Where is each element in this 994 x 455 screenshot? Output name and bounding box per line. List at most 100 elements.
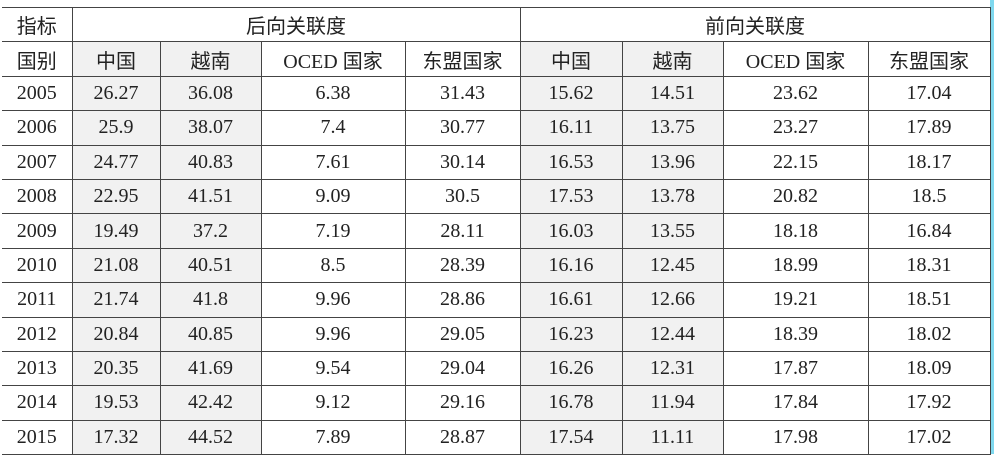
value-cell: 19.21 — [722, 282, 869, 318]
table-row: 2006 25.9 38.07 7.4 30.77 16.11 13.75 23.27 17.8… — [2, 110, 991, 146]
table-row: 2005 26.27 36.08 6.38 31.43 15.62 14.51 23.62 17… — [2, 75, 991, 112]
value-cell: 9.09 — [260, 178, 406, 215]
value-cell: 12.66 — [621, 282, 724, 318]
col-header: 越南 — [159, 41, 262, 77]
value-cell: 17.89 — [867, 110, 991, 146]
value-cell: 16.11 — [519, 110, 623, 146]
table-row: 2007 24.77 40.83 7.61 30.14 16.53 13.96 22.15 18… — [2, 144, 991, 180]
value-cell: 12.45 — [621, 247, 724, 284]
value-cell: 41.51 — [159, 178, 262, 215]
value-cell: 9.96 — [260, 282, 406, 318]
value-cell: 8.5 — [260, 247, 406, 284]
year-cell: 2014 — [2, 385, 73, 421]
value-cell: 17.02 — [867, 419, 991, 455]
value-cell: 30.77 — [404, 110, 521, 146]
table-row: 2008 22.95 41.51 9.09 30.5 17.53 13.78 20.82 18.… — [2, 178, 991, 215]
value-cell: 19.53 — [71, 385, 161, 421]
table-row: 2009 19.49 37.2 7.19 28.11 16.03 13.55 18.18 16.… — [2, 213, 991, 249]
value-cell: 36.08 — [159, 75, 262, 112]
value-cell: 16.84 — [867, 213, 991, 249]
table-row: 2014 19.53 42.42 9.12 29.16 16.78 11.94 17.84 17… — [2, 385, 991, 421]
year-cell: 2010 — [2, 247, 73, 284]
value-cell: 12.44 — [621, 316, 724, 352]
value-cell: 12.31 — [621, 350, 724, 387]
value-cell: 28.87 — [404, 419, 521, 455]
table-row: 2015 17.32 44.52 7.89 28.87 17.54 11.11 17.98 17… — [2, 419, 991, 455]
header-group-row: 指标 后向关联度 前向关联度 — [2, 6, 991, 43]
value-cell: 18.5 — [867, 178, 991, 215]
value-cell: 17.84 — [722, 385, 869, 421]
value-cell: 18.18 — [722, 213, 869, 249]
value-cell: 30.5 — [404, 178, 521, 215]
value-cell: 42.42 — [159, 385, 262, 421]
col-header: OCED 国家 — [722, 41, 869, 77]
value-cell: 22.15 — [722, 144, 869, 180]
value-cell: 24.77 — [71, 144, 161, 180]
year-cell: 2006 — [2, 110, 73, 146]
value-cell: 41.69 — [159, 350, 262, 387]
value-cell: 20.35 — [71, 350, 161, 387]
col-header: 东盟国家 — [867, 41, 991, 77]
value-cell: 37.2 — [159, 213, 262, 249]
value-cell: 16.26 — [519, 350, 623, 387]
value-cell: 13.78 — [621, 178, 724, 215]
year-cell: 2012 — [2, 316, 73, 352]
year-cell: 2008 — [2, 178, 73, 215]
value-cell: 18.17 — [867, 144, 991, 180]
indicator-label: 指标 — [2, 6, 73, 43]
year-cell: 2013 — [2, 350, 73, 387]
value-cell: 30.14 — [404, 144, 521, 180]
value-cell: 41.8 — [159, 282, 262, 318]
value-cell: 18.51 — [867, 282, 991, 318]
group-forward-linkage: 前向关联度 — [519, 6, 991, 43]
value-cell: 29.16 — [404, 385, 521, 421]
value-cell: 16.23 — [519, 316, 623, 352]
value-cell: 17.54 — [519, 419, 623, 455]
value-cell: 20.84 — [71, 316, 161, 352]
value-cell: 13.55 — [621, 213, 724, 249]
value-cell: 13.96 — [621, 144, 724, 180]
value-cell: 40.83 — [159, 144, 262, 180]
value-cell: 17.87 — [722, 350, 869, 387]
value-cell: 40.51 — [159, 247, 262, 284]
value-cell: 13.75 — [621, 110, 724, 146]
value-cell: 14.51 — [621, 75, 724, 112]
value-cell: 28.11 — [404, 213, 521, 249]
country-label: 国别 — [2, 41, 73, 77]
value-cell: 21.74 — [71, 282, 161, 318]
value-cell: 17.92 — [867, 385, 991, 421]
value-cell: 38.07 — [159, 110, 262, 146]
year-cell: 2015 — [2, 419, 73, 455]
header-columns-row: 国别 中国 越南 OCED 国家 东盟国家 中国 越南 OCED 国家 东盟国家 — [2, 41, 991, 77]
value-cell: 18.02 — [867, 316, 991, 352]
value-cell: 18.09 — [867, 350, 991, 387]
table-row: 2010 21.08 40.51 8.5 28.39 16.16 12.45 18.99 18.… — [2, 247, 991, 284]
value-cell: 31.43 — [404, 75, 521, 112]
value-cell: 17.04 — [867, 75, 991, 112]
value-cell: 7.4 — [260, 110, 406, 146]
value-cell: 9.54 — [260, 350, 406, 387]
value-cell: 18.99 — [722, 247, 869, 284]
value-cell: 17.53 — [519, 178, 623, 215]
window-edge — [990, 0, 994, 454]
value-cell: 40.85 — [159, 316, 262, 352]
table-row: 2011 21.74 41.8 9.96 28.86 16.61 12.66 19.21 18.… — [2, 282, 991, 318]
value-cell: 16.03 — [519, 213, 623, 249]
value-cell: 16.53 — [519, 144, 623, 180]
value-cell: 44.52 — [159, 419, 262, 455]
year-cell: 2009 — [2, 213, 73, 249]
col-header: 中国 — [519, 41, 623, 77]
col-header: 越南 — [621, 41, 724, 77]
value-cell: 9.12 — [260, 385, 406, 421]
col-header: 中国 — [71, 41, 161, 77]
value-cell: 15.62 — [519, 75, 623, 112]
table-row: 2013 20.35 41.69 9.54 29.04 16.26 12.31 17.87 18… — [2, 350, 991, 387]
value-cell: 17.98 — [722, 419, 869, 455]
linkage-table: 指标 后向关联度 前向关联度 国别 中国 越南 OCED 国家 东盟国家 中国 … — [2, 6, 991, 455]
value-cell: 28.86 — [404, 282, 521, 318]
value-cell: 26.27 — [71, 75, 161, 112]
value-cell: 16.61 — [519, 282, 623, 318]
value-cell: 29.05 — [404, 316, 521, 352]
year-cell: 2007 — [2, 144, 73, 180]
value-cell: 9.96 — [260, 316, 406, 352]
